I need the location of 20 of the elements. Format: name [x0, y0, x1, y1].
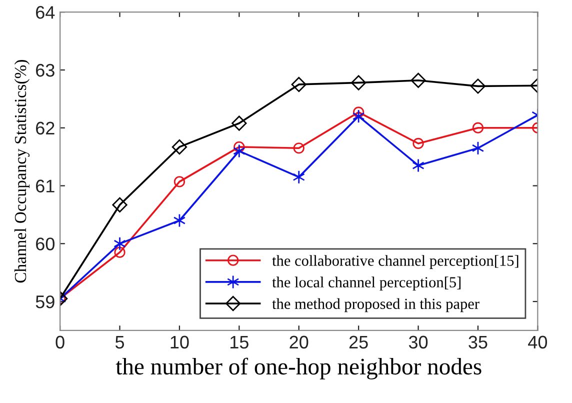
- legend-label: the collaborative channel perception[15]: [272, 255, 518, 269]
- legend-label: the method proposed in this paper: [272, 298, 480, 312]
- y-tick-label: 59: [36, 295, 54, 308]
- x-tick-label: 5: [115, 336, 124, 349]
- legend-label: the local channel perception[5]: [272, 276, 461, 291]
- y-tick-label: 63: [36, 64, 54, 77]
- x-axis-title: the number of one-hop neighbor nodes: [116, 358, 482, 380]
- x-tick-label: 15: [230, 336, 248, 349]
- y-tick-label: 61: [36, 180, 54, 192]
- x-tick-label: 20: [290, 336, 308, 349]
- x-tick-label: 10: [170, 336, 189, 349]
- y-axis-title: Channel Occupancy Statistics(%): [14, 60, 30, 283]
- y-tick-label: 64: [36, 6, 55, 19]
- x-tick-label: 25: [349, 336, 368, 349]
- x-tick-label: 40: [528, 336, 548, 349]
- y-tick-label: 60: [36, 238, 54, 250]
- x-tick-label: 0: [56, 336, 64, 349]
- x-tick-label: 35: [468, 336, 488, 349]
- y-tick-label: 62: [36, 122, 54, 135]
- x-tick-label: 30: [408, 336, 428, 349]
